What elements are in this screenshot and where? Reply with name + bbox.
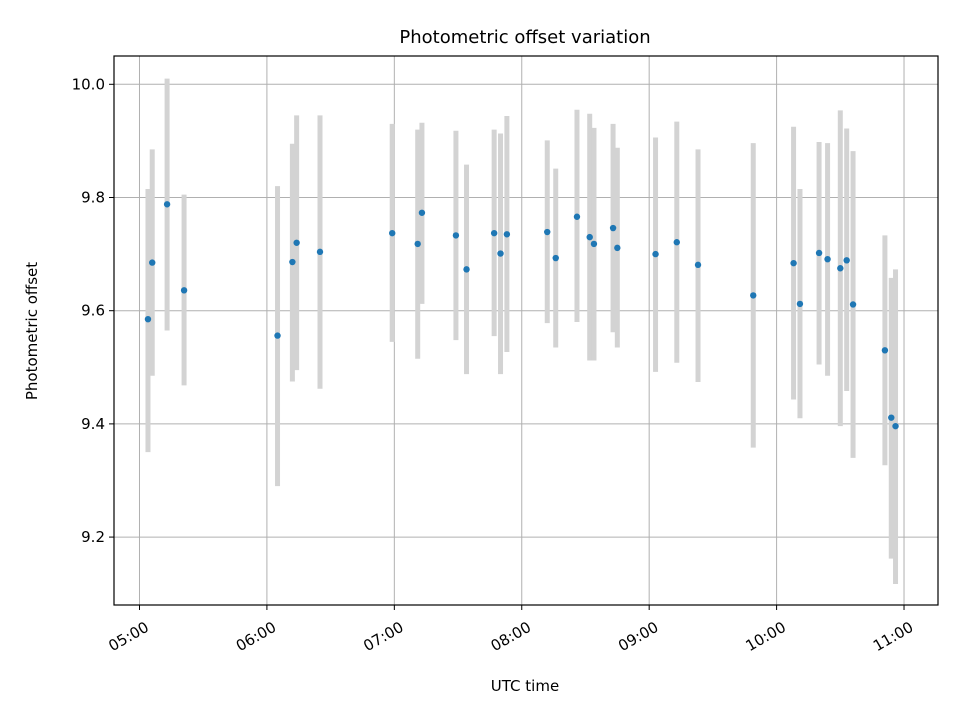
data-point <box>849 301 857 308</box>
chart-title: Photometric offset variation <box>399 27 650 48</box>
data-point <box>796 300 804 308</box>
data-point <box>750 292 757 299</box>
data-point <box>614 244 621 252</box>
data-point <box>652 250 659 258</box>
data-points <box>144 201 899 430</box>
data-point <box>163 201 171 208</box>
y-axis-title: Photometric offset <box>23 262 41 400</box>
data-point <box>881 347 889 354</box>
data-point <box>414 240 421 248</box>
y-tick-label: 10.0 <box>72 75 105 93</box>
y-axis-ticks: 9.2 9.4 9.6 9.8 10.0 <box>72 75 114 546</box>
data-point <box>673 239 680 246</box>
data-point <box>144 315 152 323</box>
x-axis-title: UTC time <box>491 677 559 695</box>
data-point <box>289 258 296 266</box>
data-point <box>497 250 504 257</box>
data-point <box>389 229 396 237</box>
data-point <box>463 266 470 273</box>
data-point <box>316 248 324 256</box>
y-tick-label: 9.4 <box>81 415 105 433</box>
data-point <box>573 213 581 220</box>
data-point <box>452 232 460 239</box>
data-point <box>503 231 511 238</box>
plot-area-frame <box>113 55 939 606</box>
data-point <box>888 414 895 421</box>
data-point <box>694 261 702 269</box>
data-point <box>293 239 300 246</box>
data-point <box>815 249 823 257</box>
data-point <box>586 233 593 241</box>
data-point <box>609 224 617 232</box>
data-point <box>418 209 426 216</box>
data-point <box>180 287 188 294</box>
y-tick-label: 9.8 <box>81 188 105 206</box>
data-point <box>590 240 598 248</box>
data-point <box>824 255 831 263</box>
data-point <box>790 259 797 267</box>
y-tick-label: 9.2 <box>81 528 105 546</box>
data-point <box>837 265 844 272</box>
data-point <box>544 228 551 236</box>
data-point <box>843 257 850 264</box>
data-point <box>274 332 281 339</box>
data-point <box>892 422 899 430</box>
y-tick-label: 9.6 <box>81 302 105 320</box>
data-point <box>490 229 498 237</box>
data-point <box>149 259 156 266</box>
data-point <box>552 254 559 262</box>
